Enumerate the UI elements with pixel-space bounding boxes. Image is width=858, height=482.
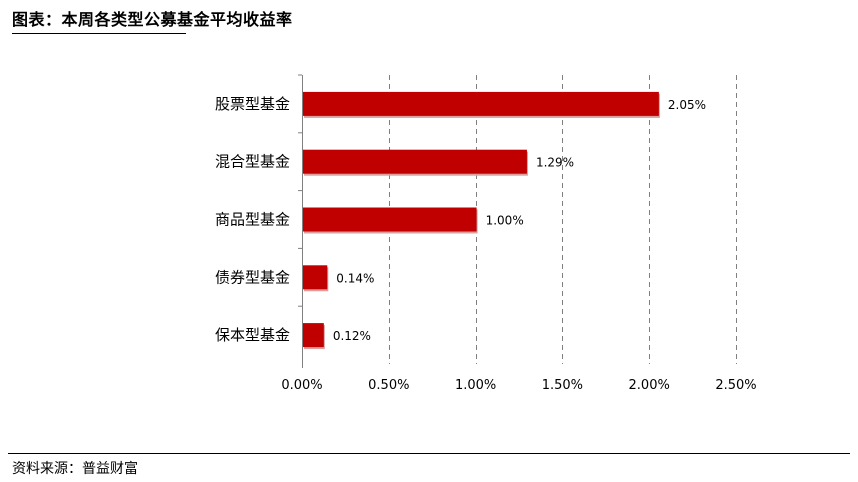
category-label-2: 商品型基金: [215, 211, 290, 229]
chart-title: 图表：本周各类型公募基金平均收益率: [12, 10, 293, 29]
x-tick-label-1: 0.50%: [368, 378, 409, 393]
bar-2: [303, 207, 477, 232]
x-tick-label-0: 0.00%: [281, 378, 322, 393]
x-tick-label-5: 2.50%: [715, 378, 756, 393]
category-label-1: 混合型基金: [215, 153, 290, 171]
footer-divider: [8, 453, 850, 454]
bar-4: [303, 323, 324, 348]
x-tick-label-4: 2.00%: [629, 378, 670, 393]
bar-0: [303, 91, 659, 116]
bar-1: [303, 149, 527, 174]
data-label-1: 1.29%: [536, 156, 574, 170]
bar-3: [303, 265, 328, 290]
source-note: 资料来源：普益财富: [12, 461, 138, 477]
x-tick-label-3: 1.50%: [542, 378, 583, 393]
category-label-4: 保本型基金: [215, 326, 290, 344]
category-label-3: 债券型基金: [215, 268, 290, 286]
data-label-4: 0.12%: [333, 329, 371, 343]
data-label-0: 2.05%: [668, 98, 706, 112]
data-label-3: 0.14%: [336, 271, 374, 285]
data-label-2: 1.00%: [486, 214, 524, 228]
title-underline: [12, 33, 186, 34]
category-label-0: 股票型基金: [215, 95, 290, 113]
bar-chart: 0.00% 0.50% 1.00% 1.50% 2.00% 2.50% 股票型基金 2.05%…: [215, 74, 757, 393]
x-tick-label-2: 1.00%: [455, 378, 496, 393]
